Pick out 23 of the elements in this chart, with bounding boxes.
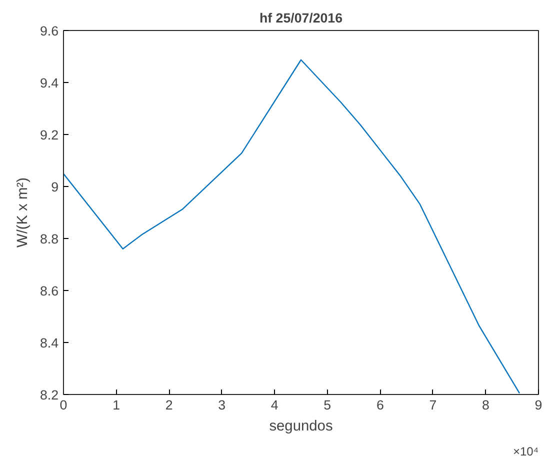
x-tick-label: 4 (270, 398, 279, 412)
y-tick-label: 8.8 (40, 232, 59, 246)
y-axis-title: W/(K x m²) (14, 177, 31, 248)
y-tick-label: 9 (51, 180, 59, 194)
chart-title: hf 25/07/2016 (260, 10, 343, 26)
text: ×10⁴ (512, 444, 539, 458)
y-tick-label: 9.2 (40, 128, 59, 142)
x-tick-label: 7 (429, 398, 437, 412)
line-series (64, 59, 520, 394)
x-tick-label: 5 (324, 398, 332, 412)
x-axis-title: segundos (269, 418, 333, 434)
x-tick-label: 2 (165, 398, 173, 412)
x-tick-label: 6 (376, 398, 384, 412)
x-tick-label: 1 (112, 398, 120, 412)
x-tick-label: 0 (60, 398, 68, 412)
y-tick-label: 8.4 (40, 336, 60, 350)
x-tick-label: 8 (482, 398, 490, 412)
y-tick-label: 9.4 (40, 76, 60, 90)
x-tick-label: 9 (534, 398, 542, 412)
y-tick-label: 8.2 (40, 388, 59, 402)
y-tick-label: 8.6 (40, 284, 59, 298)
x-tick-label: 3 (218, 398, 226, 412)
y-tick-label: 9.6 (40, 24, 59, 38)
